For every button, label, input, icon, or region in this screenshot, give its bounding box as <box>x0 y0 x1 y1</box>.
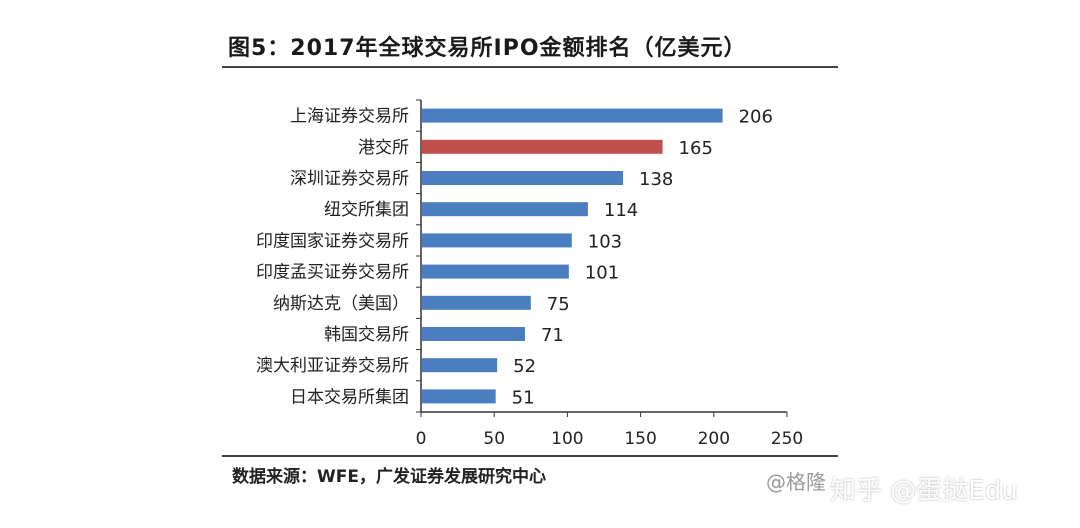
category-label: 深圳证券交易所 <box>290 169 409 189</box>
x-tick-label: 0 <box>416 429 427 449</box>
bar <box>422 264 569 279</box>
value-label: 138 <box>639 169 673 190</box>
bar <box>422 202 588 217</box>
category-label: 纽交所集团 <box>324 200 409 220</box>
value-label: 114 <box>604 200 638 221</box>
category-label: 日本交易所集团 <box>290 387 409 407</box>
category-label: 印度孟买证券交易所 <box>256 263 409 283</box>
category-label: 印度国家证券交易所 <box>256 231 409 251</box>
x-tick-label: 150 <box>624 429 656 449</box>
bar <box>422 233 572 248</box>
value-label: 52 <box>513 356 536 377</box>
source-note: 数据来源：WFE，广发证券发展研究中心 <box>232 467 546 487</box>
watermark: @格隆 <box>766 470 826 494</box>
category-label: 澳大利亚证券交易所 <box>256 356 409 376</box>
bar <box>422 358 498 373</box>
category-label: 纳斯达克（美国） <box>273 294 409 314</box>
category-label: 韩国交易所 <box>324 325 409 345</box>
bar <box>422 108 723 123</box>
x-tick-label: 250 <box>771 429 803 449</box>
category-label: 港交所 <box>358 138 409 158</box>
title-rule <box>222 66 838 68</box>
x-tick-label: 100 <box>551 429 583 449</box>
source-rule <box>222 455 838 457</box>
value-label: 75 <box>547 294 570 315</box>
value-label: 101 <box>585 263 619 284</box>
value-label: 165 <box>679 138 713 159</box>
bar <box>422 389 496 404</box>
bar <box>422 139 663 154</box>
value-label: 51 <box>512 387 535 408</box>
value-label: 71 <box>541 325 564 346</box>
value-label: 206 <box>739 107 773 128</box>
x-tick-label: 50 <box>483 429 505 449</box>
watermark-zhihu: 知乎 @蛋挞Edu <box>830 476 1018 506</box>
chart-title: 图5：2017年全球交易所IPO金额排名（亿美元） <box>228 36 747 61</box>
bar <box>422 171 624 185</box>
category-label: 上海证券交易所 <box>290 107 409 127</box>
x-tick-label: 200 <box>698 429 730 449</box>
value-label: 103 <box>588 231 622 252</box>
bar <box>422 295 531 310</box>
bar <box>422 327 525 341</box>
